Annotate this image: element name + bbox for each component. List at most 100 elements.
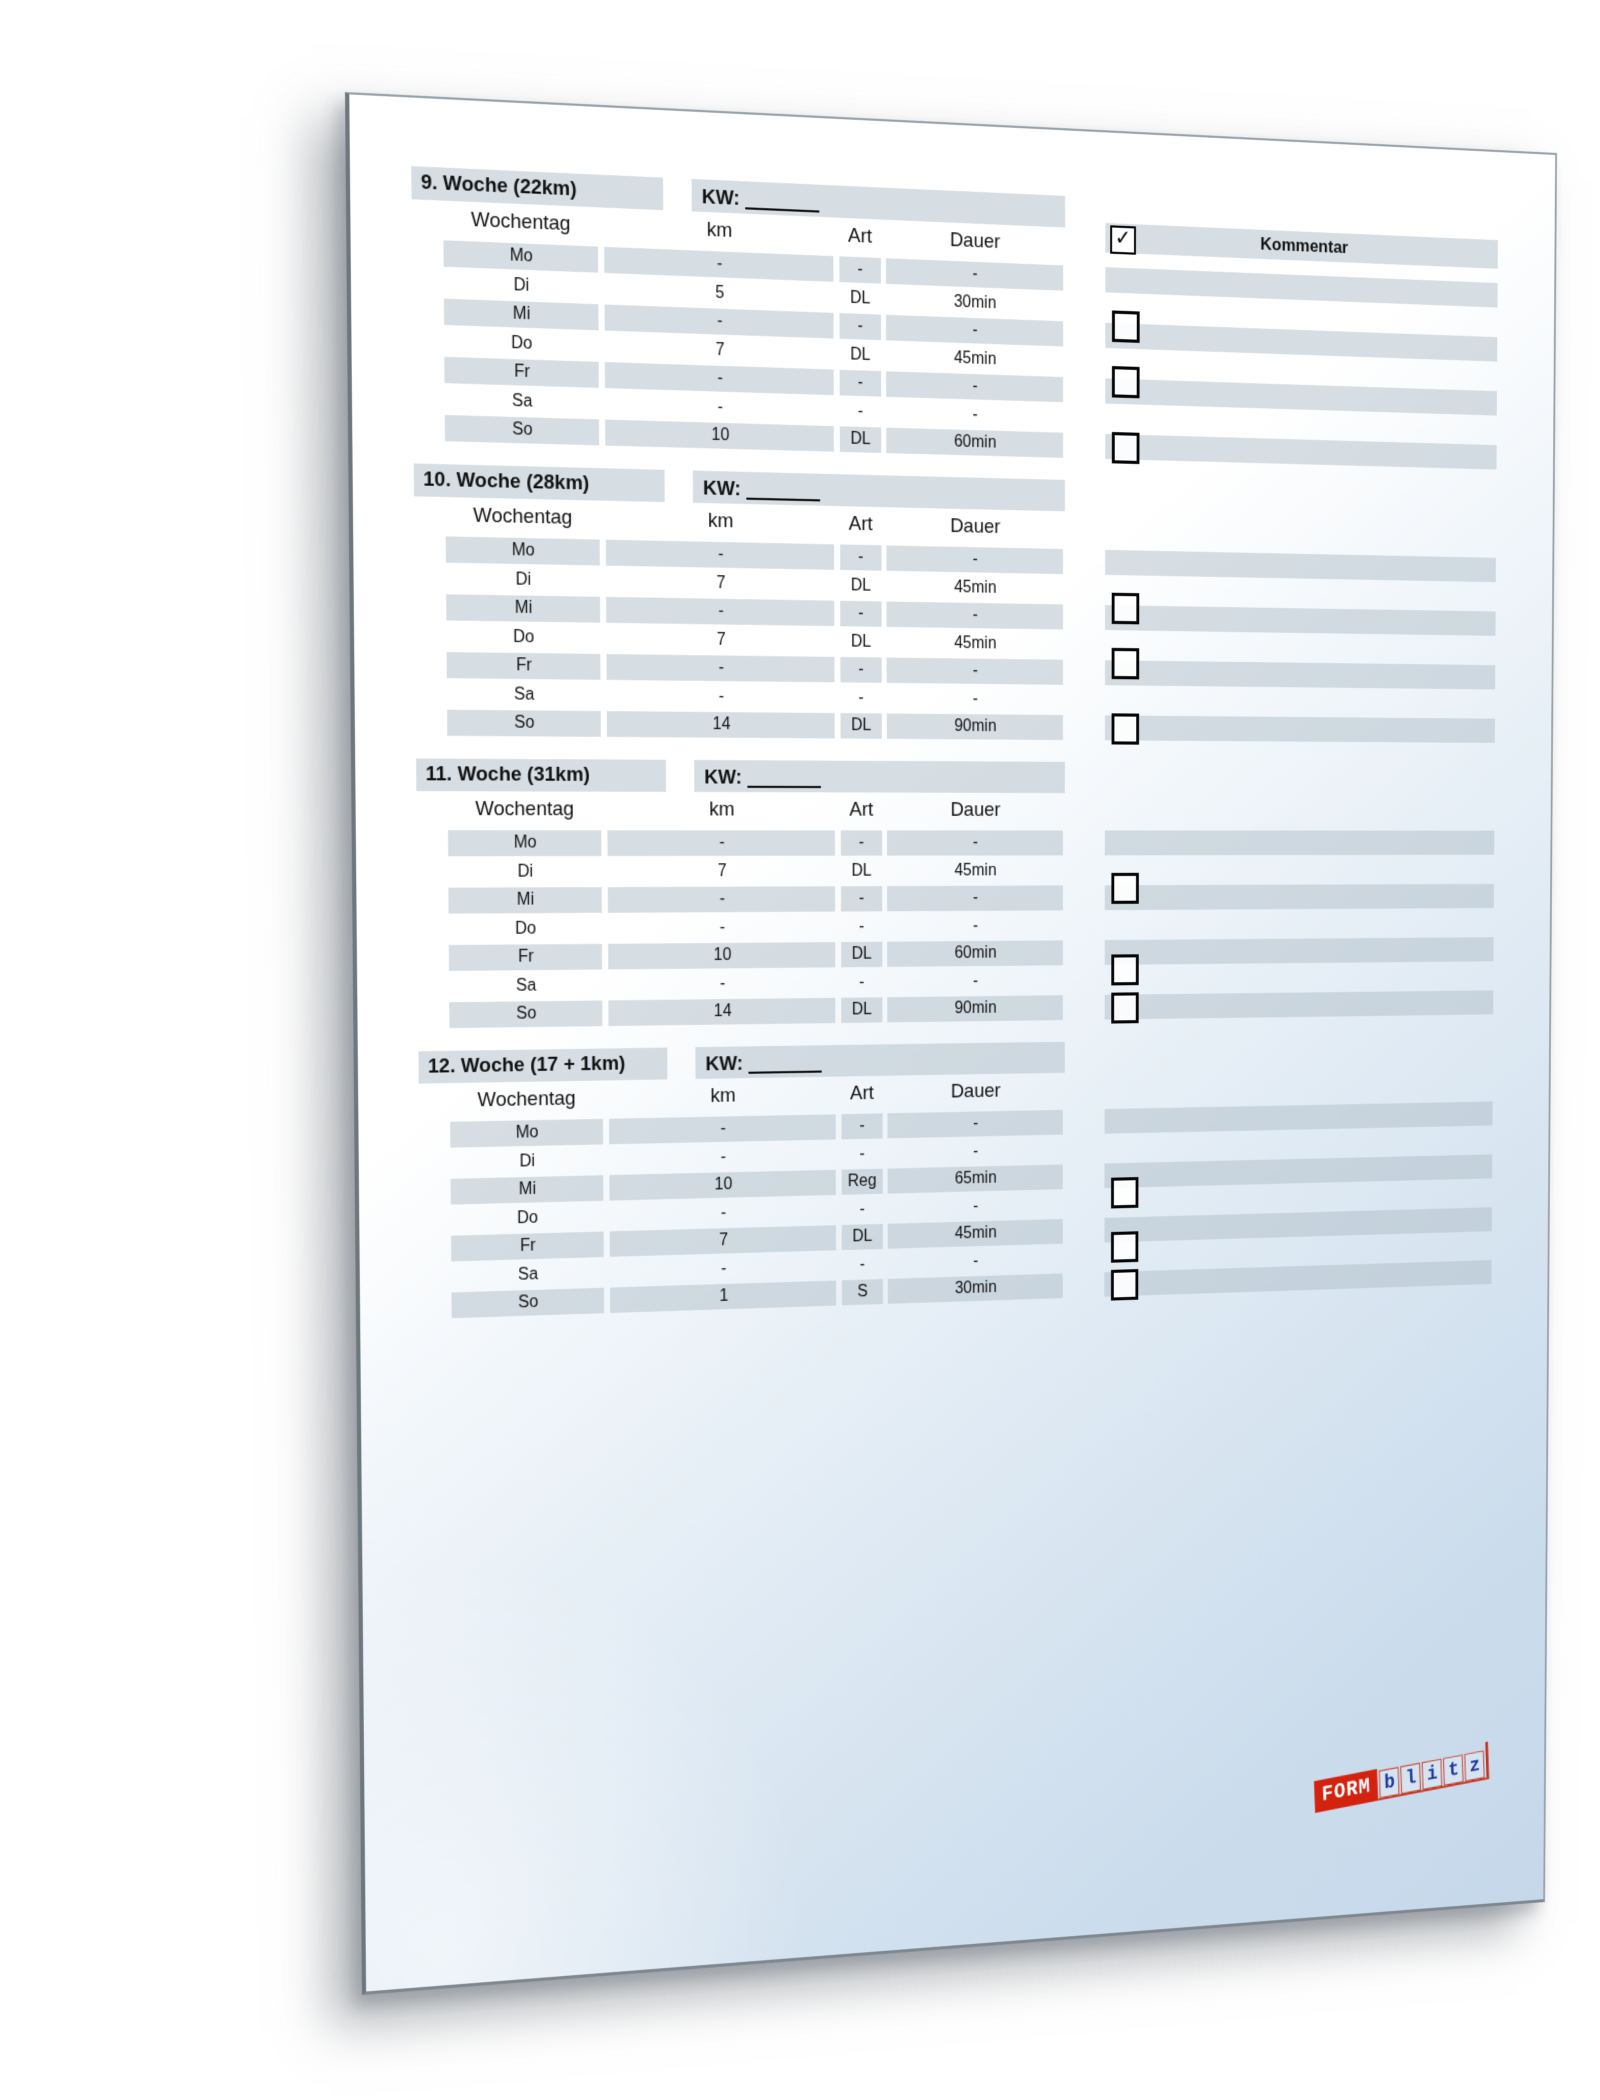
day-cell: Fr (448, 943, 603, 971)
column-header-day: Wochentag (477, 1087, 576, 1112)
art-cell: DL (850, 288, 871, 308)
column-header-km: km (709, 798, 735, 821)
comment-line[interactable] (1104, 830, 1495, 856)
comment-line[interactable] (1105, 267, 1498, 308)
comment-line[interactable] (1105, 322, 1498, 362)
km-cell: 14 (608, 997, 836, 1027)
dauer-cell: - (886, 657, 1064, 685)
art-cell: - (857, 401, 864, 421)
art-cell: - (839, 313, 882, 341)
km-cell: - (719, 918, 726, 937)
kw-label: KW: (704, 766, 743, 789)
dauer-cell: 45min (887, 1219, 1063, 1249)
dauer-cell: - (885, 258, 1064, 291)
dauer-cell: - (886, 545, 1064, 575)
column-header-km: km (710, 1084, 736, 1108)
comment-line[interactable] (1104, 1154, 1493, 1189)
comment-line[interactable] (1105, 433, 1497, 470)
comment-line[interactable] (1104, 937, 1494, 965)
comment-checkbox[interactable] (1111, 1177, 1139, 1209)
art-cell: DL (850, 344, 871, 364)
day-cell: So (451, 1287, 605, 1319)
dauer-cell: - (886, 601, 1064, 630)
art-cell: - (859, 972, 865, 991)
week-title: 12. Woche (17 + 1km) (418, 1047, 668, 1084)
comment-checkbox[interactable] (1111, 309, 1140, 343)
column-header-km: km (707, 509, 734, 533)
kw-input-line[interactable] (744, 185, 819, 213)
column-header-dauer: Dauer (950, 799, 1001, 822)
logo-flash-tick (1485, 1741, 1490, 1778)
kommentar-header-checkbox[interactable]: ✓ (1110, 225, 1136, 255)
kw-input-line[interactable] (745, 476, 820, 502)
km-cell: - (604, 304, 834, 339)
art-cell: - (859, 1255, 866, 1274)
dauer-cell: 45min (954, 861, 997, 880)
dauer-cell: 45min (953, 348, 997, 368)
dauer-cell: - (973, 971, 979, 990)
km-cell: 7 (609, 1225, 836, 1257)
km-cell: - (719, 974, 726, 993)
comment-checkbox[interactable] (1111, 647, 1140, 679)
comment-line[interactable] (1104, 1260, 1492, 1297)
comment-checkbox[interactable] (1111, 431, 1140, 465)
logo-letter-box: i (1422, 1758, 1443, 1790)
comment-checkbox[interactable] (1111, 954, 1139, 986)
logo-form-box: FORM (1314, 1768, 1379, 1813)
week-block-12: 12. Woche (17 + 1km) KW: Wochentag km Art Dau… (358, 1035, 1555, 1344)
dauer-cell: 90min (886, 713, 1063, 740)
comment-line[interactable] (1104, 715, 1495, 743)
comment-checkbox[interactable] (1111, 992, 1139, 1024)
art-cell: - (858, 688, 864, 707)
day-cell: Mo (450, 1118, 604, 1148)
comment-line[interactable] (1104, 660, 1496, 690)
day-cell: Do (517, 1208, 539, 1227)
comment-checkbox[interactable] (1110, 1269, 1139, 1301)
week-block-9: 9. Woche (22km) KW: Wochentag km Art Dauer Mo -… (350, 163, 1560, 492)
dauer-cell: - (886, 371, 1064, 403)
dauer-cell: - (886, 830, 1063, 856)
km-cell: 7 (716, 630, 726, 649)
comment-checkbox[interactable] (1111, 1231, 1139, 1263)
art-cell: Reg (841, 1168, 883, 1195)
column-header-art: Art (848, 224, 873, 249)
km-cell: 14 (606, 711, 835, 739)
day-cell: Fr (444, 356, 599, 388)
kw-input-line[interactable] (748, 1049, 822, 1074)
comment-line[interactable] (1104, 1101, 1493, 1134)
comment-line[interactable] (1105, 378, 1497, 416)
comment-line[interactable] (1104, 883, 1494, 911)
day-cell: So (449, 1000, 603, 1029)
comment-checkbox[interactable] (1111, 872, 1139, 904)
art-cell: DL (841, 997, 883, 1023)
kw-bar: KW: (695, 1041, 1065, 1079)
kw-label: KW: (705, 1052, 744, 1076)
comment-line[interactable] (1104, 1207, 1492, 1243)
logo-letter-box: l (1400, 1762, 1422, 1795)
check-icon: ✓ (1115, 226, 1132, 251)
comment-checkbox[interactable] (1111, 365, 1140, 398)
km-cell: - (606, 596, 835, 627)
comment-line[interactable] (1105, 605, 1496, 636)
dauer-cell: 45min (954, 577, 997, 597)
comment-line[interactable] (1105, 549, 1496, 583)
dauer-cell: - (973, 1251, 979, 1270)
art-cell: - (839, 256, 881, 284)
dauer-cell: - (887, 1109, 1063, 1139)
km-cell: - (604, 362, 834, 396)
comment-checkbox[interactable] (1111, 592, 1140, 624)
column-header-day: Wochentag (475, 797, 575, 821)
art-cell: - (840, 656, 882, 683)
comment-checkbox[interactable] (1111, 713, 1140, 745)
kw-input-line[interactable] (746, 764, 821, 789)
art-cell: - (840, 600, 882, 627)
kw-label: KW: (702, 477, 741, 501)
art-cell: DL (850, 575, 871, 595)
kommentar-header: Kommentar (1105, 222, 1498, 269)
comment-line[interactable] (1104, 990, 1494, 1020)
day-cell: So (444, 414, 600, 446)
km-cell: 7 (716, 573, 726, 592)
art-cell: - (840, 544, 882, 571)
day-cell: Do (511, 333, 533, 353)
